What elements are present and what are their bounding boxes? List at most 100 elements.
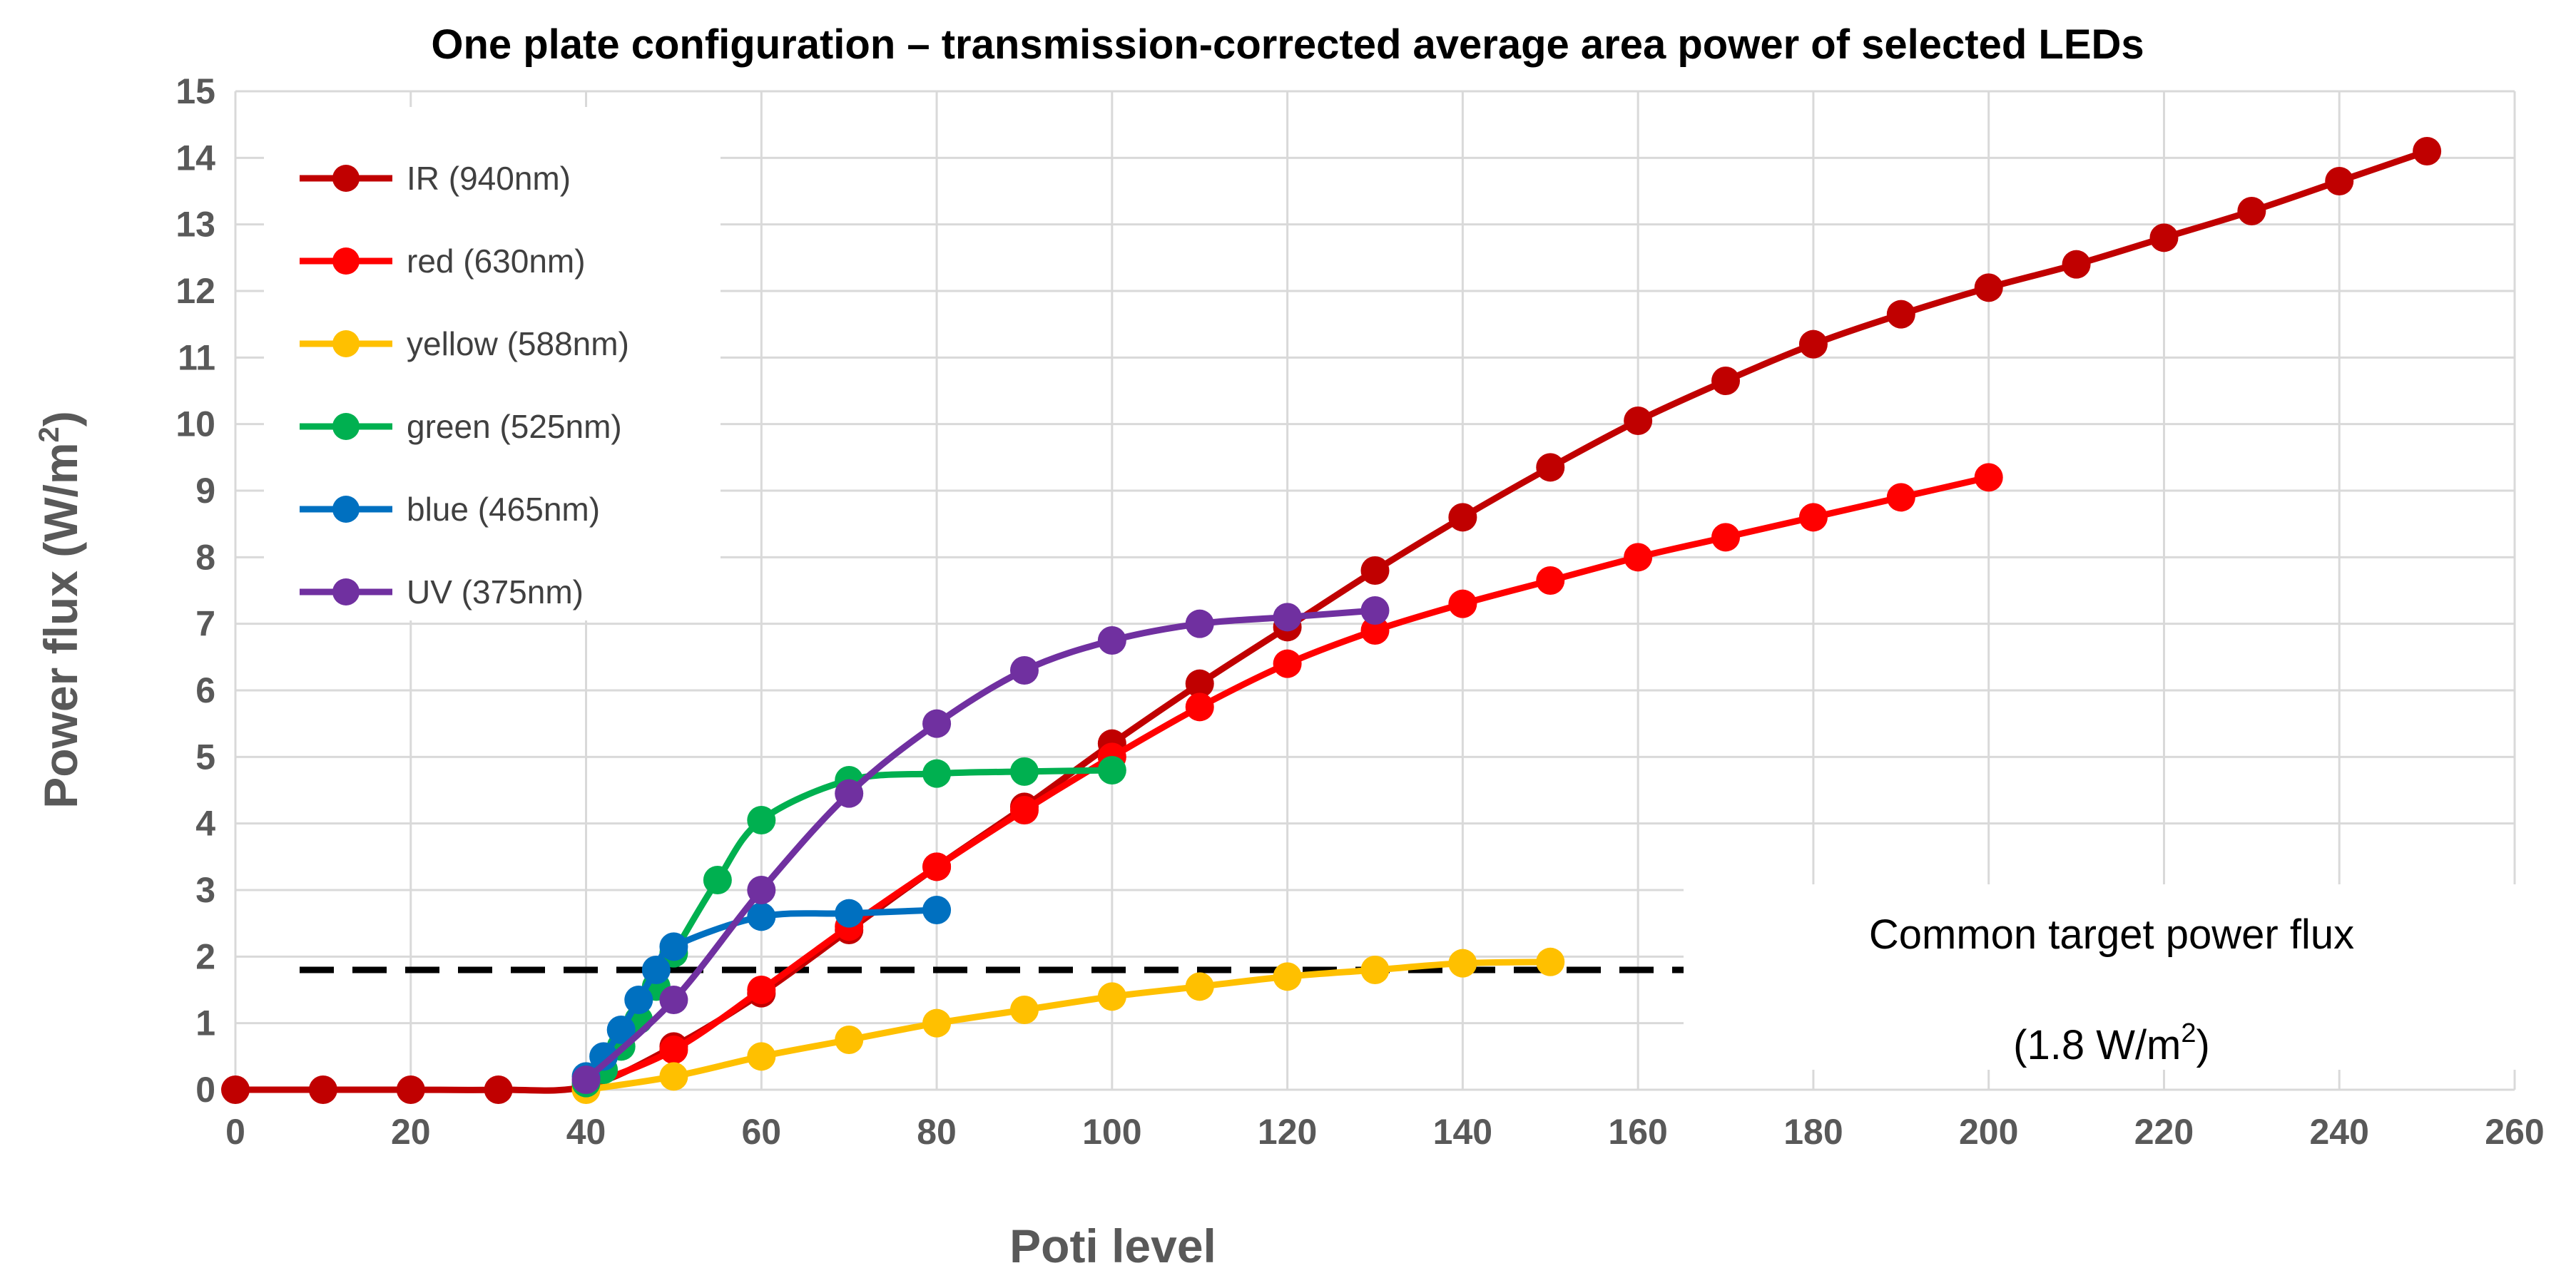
data-point-red [1886, 483, 1915, 512]
x-tick-label: 180 [1783, 1112, 1843, 1152]
data-point-uv [571, 1065, 601, 1094]
legend-swatch-marker [332, 496, 360, 523]
legend-label: red (630nm) [407, 242, 586, 280]
target-annotation-line2-close: ) [2196, 1022, 2210, 1068]
data-point-yellow [1185, 972, 1214, 1001]
target-annotation-line1: Common target power flux [1869, 911, 2354, 958]
data-point-uv [922, 709, 952, 738]
legend-background [264, 107, 721, 620]
data-point-red [1009, 796, 1039, 824]
x-tick-label: 120 [1258, 1112, 1317, 1152]
y-tick-label: 6 [195, 670, 215, 710]
data-point-blue [589, 1042, 618, 1071]
y-axis-title: Power flux (W/m2) [34, 411, 87, 809]
data-point-red [1711, 523, 1741, 552]
y-tick-label: 5 [195, 737, 215, 777]
data-point-ir [2062, 250, 2091, 279]
y-axis-title-sup: 2 [34, 426, 65, 442]
data-point-red [747, 976, 776, 1004]
data-point-yellow [659, 1062, 688, 1091]
data-point-ir [484, 1075, 513, 1104]
y-tick-label: 7 [195, 604, 215, 644]
data-point-red [1448, 589, 1477, 618]
data-point-ir [1974, 273, 2003, 302]
data-point-uv [1185, 609, 1214, 638]
x-axis-title: Poti level [1009, 1220, 1216, 1272]
data-point-red [1360, 616, 1390, 645]
y-axis-title-main: Power flux (W/m [34, 442, 87, 808]
data-point-red [1185, 692, 1214, 722]
data-point-uv [1273, 603, 1302, 632]
y-axis-title-close: ) [34, 411, 87, 426]
data-point-red [1974, 463, 2003, 492]
target-annotation-line2-sup: 2 [2181, 1018, 2196, 1048]
y-tick-label: 3 [195, 870, 215, 910]
legend-item-blue: blue (465nm) [300, 491, 600, 528]
y-tick-label: 0 [195, 1070, 215, 1110]
legend-swatch-marker [332, 165, 360, 192]
legend-swatch-marker [332, 413, 360, 440]
series-yellow [571, 947, 1565, 1104]
legend-item-yellow: yellow (588nm) [300, 325, 629, 362]
y-tick-label: 14 [175, 138, 215, 178]
x-tick-label: 100 [1082, 1112, 1141, 1152]
data-point-ir [1448, 503, 1477, 532]
data-point-green [1097, 756, 1126, 784]
tick-labels: 0 20 40 60 80 100 120 140 160 180 200 220 240 2600123… [175, 71, 2544, 1152]
data-point-yellow [835, 1026, 864, 1054]
series-line-uv [583, 607, 1378, 1083]
data-point-ir [2325, 167, 2354, 195]
data-point-blue [606, 1016, 636, 1044]
target-annotation-line2: (1.8 W/m2) [2013, 1018, 2210, 1068]
data-point-blue [659, 932, 688, 961]
data-point-uv [747, 876, 776, 904]
data-point-blue [747, 902, 776, 931]
series-group [221, 137, 2442, 1104]
data-point-green [703, 866, 732, 894]
legend-item-red: red (630nm) [300, 242, 586, 280]
data-point-yellow [1536, 947, 1565, 976]
data-point-green [747, 806, 776, 834]
data-point-ir [221, 1075, 250, 1104]
legend-swatch-marker [332, 247, 360, 275]
x-tick-label: 220 [2134, 1112, 2194, 1152]
legend-swatch-marker [332, 578, 360, 605]
x-tick-label: 200 [1959, 1112, 2018, 1152]
data-point-red [1624, 543, 1653, 572]
data-point-red [1536, 566, 1565, 595]
target-annotation-background [1684, 884, 2547, 1070]
data-point-yellow [922, 1008, 952, 1038]
data-point-ir [1886, 300, 1915, 329]
legend-label: yellow (588nm) [407, 325, 629, 362]
data-point-ir [1185, 669, 1214, 698]
series-uv [571, 596, 1390, 1094]
data-point-uv [1097, 626, 1126, 655]
data-point-red [1798, 503, 1828, 532]
y-tick-label: 15 [175, 71, 215, 111]
x-tick-label: 0 [225, 1112, 245, 1152]
data-point-yellow [1097, 982, 1126, 1011]
x-tick-label: 260 [2485, 1112, 2544, 1152]
data-point-green [1009, 757, 1039, 786]
x-tick-label: 240 [2310, 1112, 2369, 1152]
y-tick-label: 13 [175, 205, 215, 245]
x-tick-label: 40 [566, 1112, 606, 1152]
data-point-uv [835, 779, 864, 808]
data-point-ir [1360, 556, 1390, 585]
legend-label: green (525nm) [407, 408, 622, 445]
data-point-ir [1624, 407, 1653, 435]
y-tick-label: 10 [175, 404, 215, 444]
y-tick-label: 1 [195, 1003, 215, 1043]
data-point-yellow [1360, 956, 1390, 984]
data-point-yellow [1009, 996, 1039, 1024]
data-point-ir [1798, 329, 1828, 359]
data-point-ir [1711, 367, 1741, 395]
data-point-ir [396, 1075, 425, 1104]
data-point-ir [308, 1075, 337, 1104]
data-point-red [922, 852, 952, 881]
data-point-blue [624, 986, 653, 1014]
x-tick-label: 140 [1433, 1112, 1492, 1152]
x-tick-label: 160 [1608, 1112, 1667, 1152]
